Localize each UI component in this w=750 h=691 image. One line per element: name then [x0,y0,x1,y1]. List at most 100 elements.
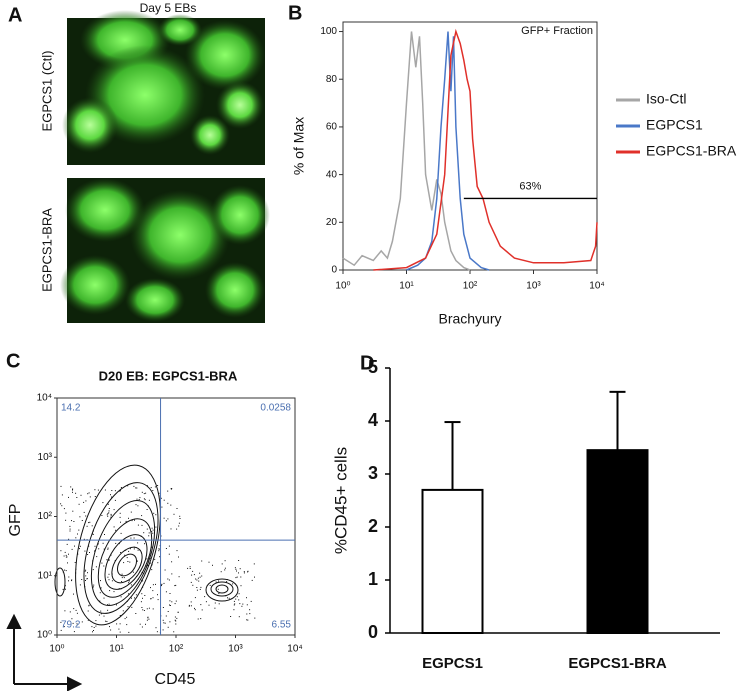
event-dot [119,489,121,491]
event-dot [224,569,226,571]
event-dot [165,615,167,617]
event-dot [134,597,135,599]
event-dot [134,519,135,521]
event-dot [89,541,90,543]
event-dot [174,603,176,605]
event-dot [84,550,86,552]
y-tick-label: 10¹ [38,570,53,581]
quadrant-label: 79.2 [61,620,81,631]
event-dot [60,485,62,487]
event-dot [161,583,163,585]
event-dot [188,605,190,607]
event-dot [232,583,234,585]
event-dot [93,630,94,631]
event-dot [100,580,101,582]
y-tick-label: 0 [368,622,378,642]
y-tick-label: 10² [38,511,53,522]
event-dot [160,585,162,587]
event-dot [75,572,77,574]
event-dot [145,565,147,567]
event-dot [88,522,90,524]
events [60,485,256,634]
event-dot [165,520,167,522]
event-dot [60,503,62,505]
event-dot [76,612,78,614]
y-tick-label: 80 [326,74,338,85]
event-dot [249,609,251,611]
event-dot [120,521,121,523]
event-dot [218,580,219,582]
event-dot [118,543,120,545]
event-dot [83,538,85,540]
event-dot [69,530,71,532]
event-dot [113,591,115,593]
event-dot [143,498,145,500]
event-dot [214,602,216,604]
event-dot [63,508,65,510]
event-dot [68,576,70,578]
event-dot [72,510,74,512]
event-dot [99,600,101,602]
event-dot [125,549,127,551]
event-dot [108,579,110,581]
event-dot [123,577,125,579]
event-dot [65,556,67,558]
event-dot [92,631,93,633]
event-dot [227,597,228,599]
y-axis-label: GFP [7,504,24,537]
event-dot [177,611,179,613]
event-dot [139,549,141,551]
event-dot [136,498,138,500]
event-dot [113,509,115,511]
event-dot [109,590,111,592]
event-dot [240,576,242,578]
event-dot [147,616,149,618]
event-dot [101,562,103,564]
event-dot [97,489,99,491]
event-dot [194,609,196,611]
event-dot [142,597,143,599]
x-tick-label: 10⁰ [335,281,350,292]
event-dot [119,516,121,518]
event-dot [92,560,94,562]
plot-frame [56,397,296,636]
event-dot [226,581,228,583]
axis-arrows [6,613,83,691]
event-dot [200,604,202,606]
event-dot [89,552,90,553]
event-dot [63,555,65,557]
event-dot [161,506,163,508]
event-dot [107,513,109,515]
y-axis-label: %CD45+ cells [331,447,350,554]
event-dot [246,619,248,621]
event-dot [108,512,110,514]
event-dot [162,619,164,621]
event-dot [129,561,131,563]
event-dot [141,515,143,517]
gate-label: 63% [519,180,541,192]
event-dot [176,550,178,552]
event-dot [91,525,93,527]
event-dot [250,600,252,602]
event-dot [73,593,74,595]
event-dot [190,605,192,607]
event-dot [137,505,139,507]
event-dot [127,561,129,562]
event-dot [201,575,203,577]
event-dot [131,606,133,608]
event-dot [136,575,138,577]
event-dot [68,496,69,498]
event-dot [128,582,130,584]
x-tick-label: 10² [169,644,184,655]
event-dot [95,566,97,568]
event-dot [214,607,216,609]
event-dot [139,497,141,499]
event-dot [94,496,96,497]
event-dot [221,563,223,565]
event-dot [72,491,73,493]
event-dot [236,596,238,598]
event-dot [131,597,132,599]
event-dot [150,557,152,559]
event-dot [61,494,63,496]
